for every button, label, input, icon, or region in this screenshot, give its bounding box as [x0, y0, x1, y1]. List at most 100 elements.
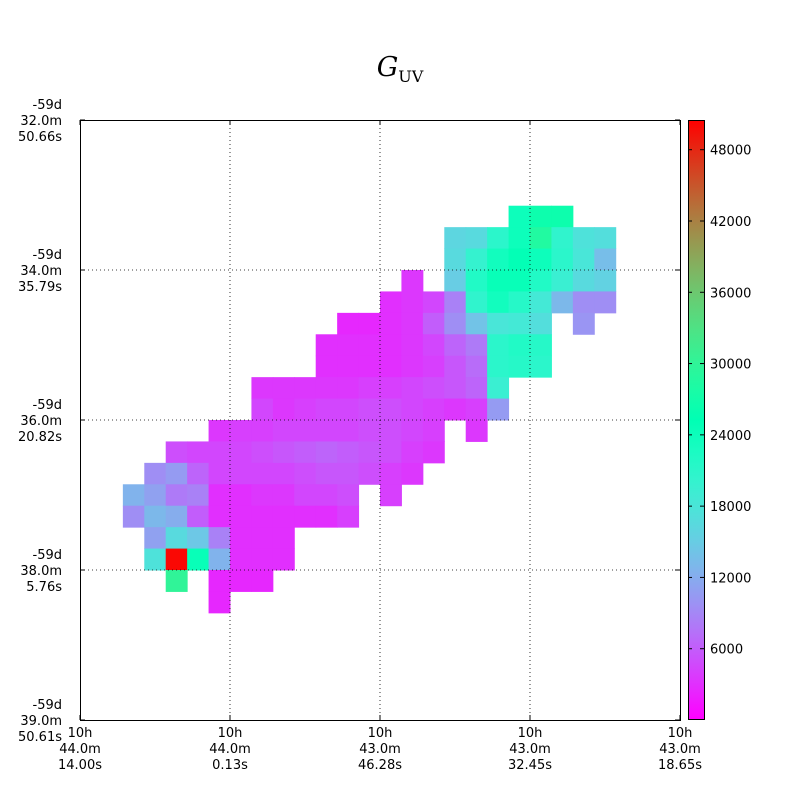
- heatmap-cell: [187, 548, 210, 571]
- y-tick-label: -59d: [33, 548, 63, 563]
- heatmap-cell: [401, 462, 424, 485]
- colorbar-tick-label: 12000: [710, 571, 751, 586]
- heatmap-cell: [380, 398, 402, 421]
- heatmap-cell: [594, 227, 617, 250]
- heatmap-cell: [315, 462, 338, 485]
- heatmap-cell: [315, 377, 338, 400]
- heatmap-cell: [551, 291, 574, 314]
- heatmap-cell: [122, 505, 145, 528]
- y-tick-label: 34.0m: [20, 264, 62, 279]
- heatmap-cell: [358, 312, 381, 335]
- heatmap-cell: [251, 441, 274, 464]
- colorbar-tick-label: 36000: [710, 286, 751, 301]
- heatmap-cell: [230, 570, 252, 592]
- heatmap-cell: [144, 548, 167, 571]
- heatmap-cell: [208, 484, 231, 507]
- heatmap-cell: [337, 484, 360, 507]
- heatmap-cell: [165, 505, 188, 528]
- heatmap-cell: [380, 291, 402, 314]
- heatmap-cell: [337, 334, 360, 357]
- heatmap-cell: [508, 355, 531, 378]
- heatmap-cell: [551, 248, 574, 271]
- heatmap-cell: [444, 355, 467, 378]
- heatmap-cell: [551, 227, 574, 250]
- colorbar-tick-label: 30000: [710, 358, 751, 373]
- heatmap-cell: [358, 441, 381, 464]
- colorbar: [688, 120, 704, 720]
- heatmap-cell: [401, 334, 424, 357]
- x-tick-label: 44.0m: [209, 742, 251, 757]
- heatmap-cell: [401, 398, 424, 421]
- heatmap-cell: [465, 312, 488, 335]
- heatmap-cell: [465, 248, 488, 271]
- heatmap-cell: [272, 484, 295, 507]
- heatmap-cell: [444, 248, 467, 271]
- y-tick-label: 38.0m: [20, 564, 62, 579]
- heatmap-cell: [380, 420, 402, 442]
- colorbar-frame: [688, 120, 705, 720]
- y-tick-labels: -59d32.0m50.66s-59d34.0m35.79s-59d36.0m2…: [18, 98, 62, 745]
- heatmap-cell: [272, 441, 295, 464]
- heatmap-cell: [251, 484, 274, 507]
- heatmap-cell: [208, 420, 231, 442]
- heatmap-cell: [187, 441, 210, 464]
- heatmap-cell: [251, 548, 274, 571]
- heatmap-cell: [337, 398, 360, 421]
- heatmap-cell: [251, 377, 274, 400]
- heatmap-cell: [465, 334, 488, 357]
- x-tick-label: 46.28s: [358, 758, 402, 773]
- heatmap-cell: [465, 291, 488, 314]
- title-base: G: [376, 52, 399, 83]
- x-tick-label: 10h: [218, 726, 243, 741]
- heatmap-cell: [358, 398, 381, 421]
- heatmap-cell: [508, 227, 531, 250]
- heatmap-cell: [358, 334, 381, 357]
- heatmap-cell: [422, 355, 445, 378]
- heatmap-cell: [551, 270, 574, 292]
- heatmap-cell: [530, 355, 552, 378]
- heatmap-cell: [230, 484, 252, 507]
- heatmap-cell: [272, 462, 295, 485]
- heatmap-cell: [594, 291, 617, 314]
- x-tick-label: 10h: [518, 726, 543, 741]
- heatmap-cell: [144, 484, 167, 507]
- heatmap-cell: [358, 377, 381, 400]
- heatmap-cell: [380, 334, 402, 357]
- heatmap-cell: [251, 505, 274, 528]
- heatmap-cell: [337, 377, 360, 400]
- heatmap-cell: [487, 398, 510, 421]
- heatmap-cell: [230, 527, 252, 550]
- heatmap-cell: [380, 355, 402, 378]
- heatmap-cell: [272, 398, 295, 421]
- heatmap-cell: [401, 355, 424, 378]
- heatmap-cell: [187, 527, 210, 550]
- colorbar-tick-label: 48000: [710, 144, 751, 159]
- heatmap-cell: [508, 312, 531, 335]
- heatmap-cell: [337, 441, 360, 464]
- heatmap-cell: [315, 484, 338, 507]
- heatmap-cell: [530, 205, 552, 228]
- heatmap-cell: [165, 441, 188, 464]
- heatmap-cell: [508, 334, 531, 357]
- heatmap-cell: [294, 484, 317, 507]
- title-subscript: UV: [398, 67, 424, 86]
- heatmap-cell: [315, 505, 338, 528]
- heatmap-cell: [530, 334, 552, 357]
- heatmap-cell: [208, 527, 231, 550]
- axis-ticks: [79, 119, 681, 721]
- y-tick-label: -59d: [33, 398, 63, 413]
- y-tick-label: 36.0m: [20, 414, 62, 429]
- heatmap-cell: [530, 270, 552, 292]
- heatmap-cell: [487, 291, 510, 314]
- heatmap-cell: [337, 420, 360, 442]
- heatmap-cell: [487, 377, 510, 400]
- heatmap-cell: [465, 270, 488, 292]
- heatmap-cell: [272, 377, 295, 400]
- heatmap-cell: [187, 484, 210, 507]
- colorbar-tick-label: 18000: [710, 500, 751, 515]
- heatmap-cell: [230, 420, 252, 442]
- colorbar-ticks: 6000 12000 18000 24000 30000 36000 42000 48000: [688, 144, 751, 658]
- x-tick-label: 43.0m: [659, 742, 701, 757]
- heatmap-cell: [122, 484, 145, 507]
